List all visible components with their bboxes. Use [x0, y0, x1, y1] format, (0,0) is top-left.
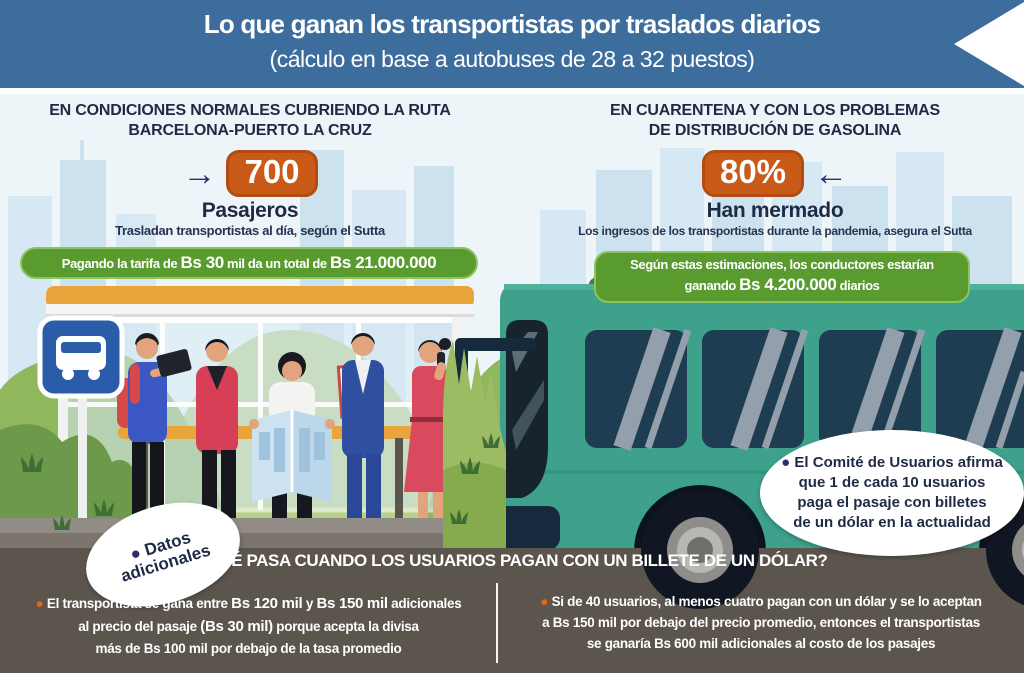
bullet-icon: ●: [35, 596, 44, 611]
heading-line: EN CONDICIONES NORMALES CUBRIENDO LA RUT…: [49, 102, 451, 119]
note-line: a Bs 150 mil por debajo del precio prome…: [542, 614, 980, 630]
note-text: Si de 40 usuarios, al menos cuatro pagan…: [551, 594, 982, 609]
banner-text: mil da un total de: [223, 256, 330, 271]
panel-right-note: ● Si de 40 usuarios, al menos cuatro pag…: [502, 592, 1020, 655]
note-text-strong: Bs 150 mil: [316, 595, 389, 612]
note-line: ● El transportista se gana entre Bs 120 …: [4, 592, 493, 615]
note-line: al precio del pasaje (Bs 30 mil) porque …: [4, 615, 493, 638]
header-corner-notch-icon: [954, 2, 1024, 86]
estimate-banner: Según estas estimaciones, los conductore…: [594, 251, 970, 304]
fare-total-banner: Pagando la tarifa de Bs 30 mil da un tot…: [20, 247, 478, 279]
note-text-strong: Bs 120 mil: [231, 595, 303, 612]
note-text: al precio del pasaje: [78, 619, 201, 635]
header-banner: [0, 0, 1024, 88]
note-text: porque acepta la divisa: [272, 619, 419, 635]
passengers-count-badge: 700: [226, 150, 318, 198]
heading-line: BARCELONA-PUERTO LA CRUZ: [128, 122, 372, 139]
passengers-label: Pasajeros: [201, 199, 299, 222]
note-text: El Comité de Usuarios afirma: [794, 454, 1003, 472]
banner-text: Pagando la tarifa de: [61, 256, 181, 271]
passengers-badge-row: → 700: [20, 150, 480, 198]
left-arrow-icon: ←: [814, 154, 849, 193]
quarantine-caption: Los ingresos de los transportistas duran…: [578, 224, 972, 238]
note-line: paga el pasaje con billetes: [797, 494, 987, 511]
percentage-badge: 80%: [701, 150, 805, 198]
heading-line: DE DISTRIBUCIÓN DE GASOLINA: [648, 122, 902, 139]
note-line: ● El Comité de Usuarios afirma: [781, 453, 1003, 473]
banner-line: ganando Bs 4.200.000 diarios: [604, 274, 960, 297]
banner-text: Según estas estimaciones, los conductore…: [630, 257, 934, 272]
banner-line: Según estas estimaciones, los conductore…: [604, 256, 960, 274]
banner-amount: Bs 21.000.000: [329, 253, 437, 272]
bullet-icon: ●: [781, 454, 791, 472]
panel-title: ¿QUÉ PASA CUANDO LOS USUARIOS PAGAN CON …: [196, 551, 828, 570]
banner-amount: Bs 4.200.000: [739, 274, 837, 294]
bus-front-wheel: [641, 491, 759, 609]
quarantine-heading: EN CUARENTENA Y CON LOS PROBLEMAS DE DIS…: [545, 101, 1005, 141]
heading-line: EN CUARENTENA Y CON LOS PROBLEMAS: [609, 102, 941, 119]
bus-stop-sign-icon: [37, 315, 125, 542]
header-title: Lo que ganan los transportistas por tras…: [203, 9, 821, 39]
left-bushes: [0, 424, 152, 548]
note-text-strong: (Bs 30 mil): [200, 618, 273, 636]
wheel-rim-inner: [1022, 527, 1024, 573]
note-line: más de Bs 100 mil por debajo de la tasa …: [95, 640, 402, 656]
people-illustration: [117, 333, 456, 530]
note-line: ● Si de 40 usuarios, al menos cuatro pag…: [502, 592, 1020, 613]
header-subtitle: (cálculo en base a autobuses de 28 a 32 …: [269, 46, 755, 72]
panel-divider: [496, 583, 498, 663]
note-line: se ganaría Bs 600 mil adicionales al cos…: [586, 635, 936, 651]
merma-label: Han mermado: [706, 199, 844, 222]
header-divider: [0, 88, 1024, 94]
note-line: de un dólar en la actualidad: [793, 513, 991, 531]
percentage-badge-row: 80% ←: [545, 150, 1005, 198]
front-grass: [443, 340, 506, 548]
note-text: adicionales: [387, 596, 462, 611]
wheel-hub: [687, 537, 713, 563]
bullet-icon: ●: [540, 594, 549, 609]
note-line: que 1 de cada 10 usuarios: [798, 474, 986, 492]
banner-amount: Bs 30: [180, 253, 224, 272]
right-arrow-icon: →: [182, 154, 217, 193]
user-committee-note: ● El Comité de Usuarios afirma que 1 de …: [760, 430, 1024, 556]
banner-text: ganando: [684, 277, 740, 293]
note-text: y: [302, 596, 317, 611]
panel-left-note: ● El transportista se gana entre Bs 120 …: [4, 592, 493, 659]
normal-caption: Trasladan transportistas al día, según e…: [115, 223, 385, 238]
banner-text: diarios: [836, 277, 880, 293]
normal-conditions-heading: EN CONDICIONES NORMALES CUBRIENDO LA RUT…: [20, 101, 480, 141]
note-text: El transportista se gana entre: [46, 596, 232, 611]
